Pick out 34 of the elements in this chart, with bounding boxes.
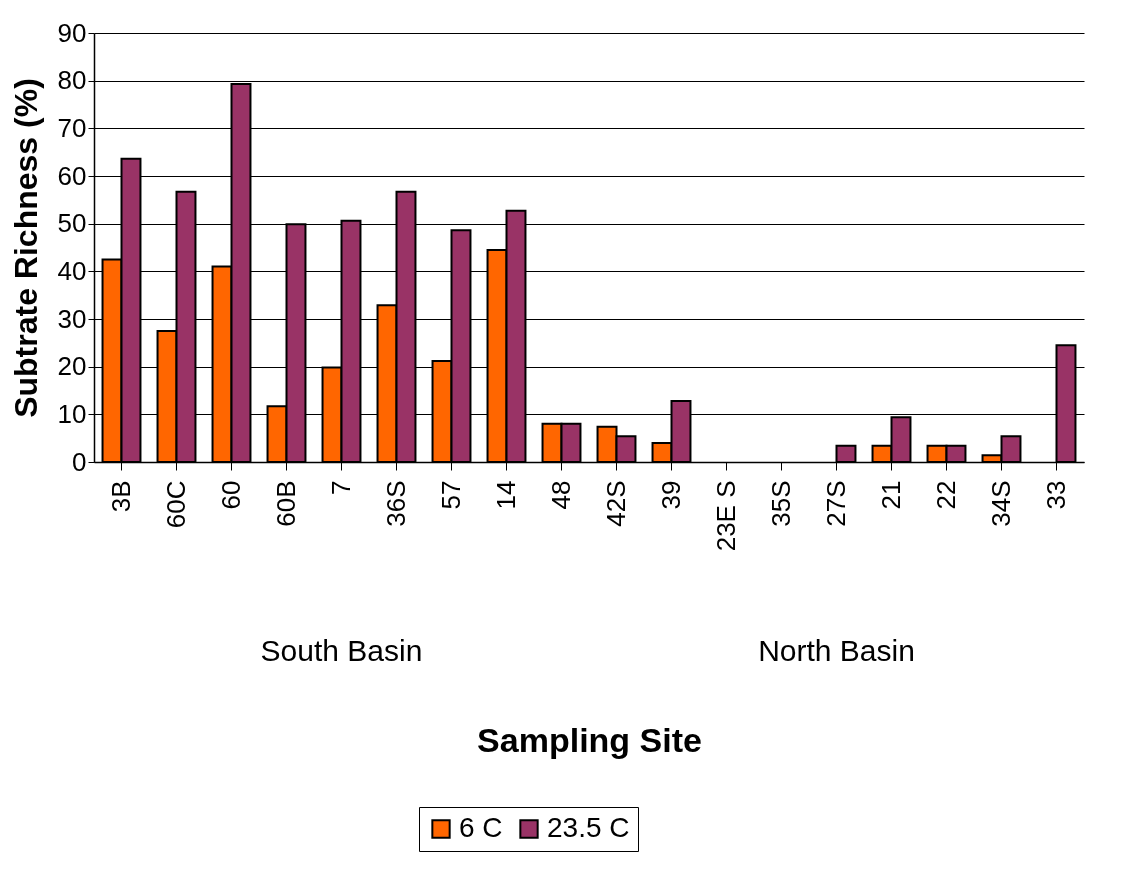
x-tick-label: 34S: [985, 480, 1016, 527]
legend-label: 6 C: [459, 812, 503, 843]
y-tick-label: 10: [57, 398, 87, 429]
x-tick-label: 57: [435, 480, 466, 510]
y-tick-label: 80: [57, 65, 87, 96]
y-tick-label: 70: [57, 112, 87, 143]
x-tick-label: 39: [655, 480, 686, 510]
text: North Basin: [758, 634, 915, 667]
x-tick-label: 23E S: [710, 480, 741, 552]
y-axis-title: Subtrate Richness (%): [7, 78, 44, 418]
x-tick-label: 35S: [765, 480, 796, 527]
y-tick-label: 50: [57, 208, 87, 239]
x-tick-label: 22: [930, 480, 961, 510]
y-tick-label: 90: [57, 17, 87, 48]
y-tick-label: 30: [57, 303, 87, 334]
y-tick-label: 60: [57, 160, 87, 191]
legend-label: 23.5 C: [547, 812, 630, 843]
text: South Basin: [260, 634, 423, 667]
x-tick-label: 33: [1040, 480, 1071, 510]
x-tick-label: 60: [215, 480, 246, 510]
x-tick-label: 60C: [160, 480, 191, 529]
y-tick-label: 20: [57, 351, 87, 382]
x-tick-label: 42S: [600, 480, 631, 527]
x-tick-label: 14: [490, 480, 521, 510]
y-tick-label: 0: [72, 446, 87, 477]
x-tick-label: 3B: [105, 480, 136, 513]
x-tick-label: 48: [545, 480, 576, 510]
x-axis-title: Sampling Site: [477, 721, 702, 760]
x-tick-label: 21: [875, 480, 906, 510]
y-tick-label: 40: [57, 255, 87, 286]
x-tick-label: 36S: [380, 480, 411, 527]
x-tick-label: 60B: [270, 480, 301, 527]
x-tick-label: 7: [325, 480, 356, 495]
x-tick-label: 27S: [820, 480, 851, 527]
